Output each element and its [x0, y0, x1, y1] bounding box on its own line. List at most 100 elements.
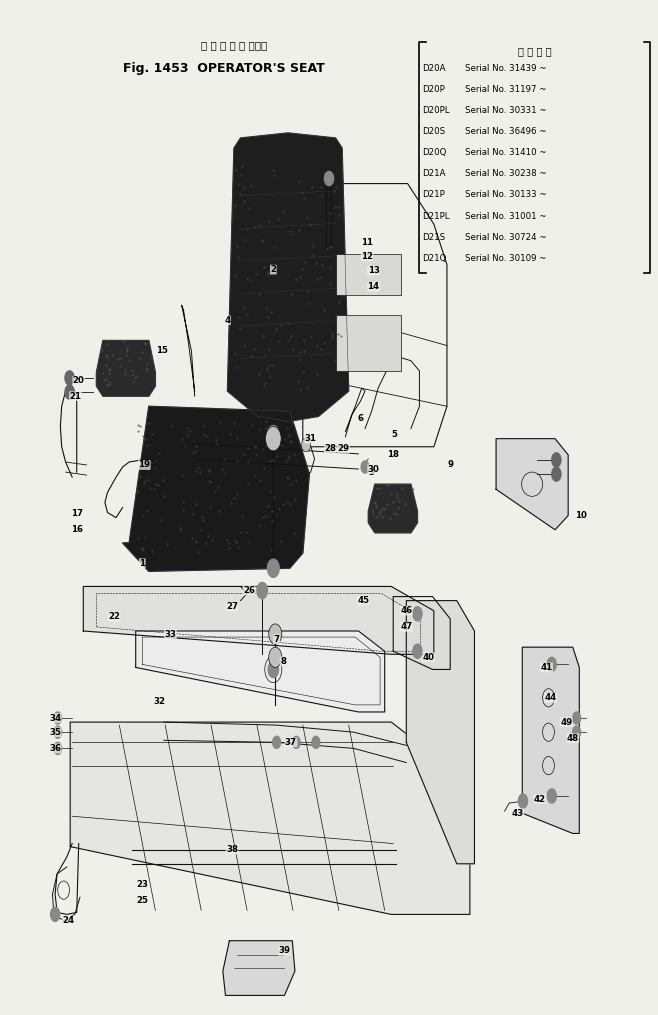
Circle shape: [272, 736, 280, 748]
Polygon shape: [84, 587, 434, 655]
Text: 16: 16: [71, 526, 83, 534]
Text: 7: 7: [274, 634, 280, 644]
Text: D21S: D21S: [422, 232, 445, 242]
Circle shape: [519, 794, 528, 808]
Text: Fig. 1453  OPERATOR'S SEAT: Fig. 1453 OPERATOR'S SEAT: [122, 62, 324, 75]
Text: Serial No. 30331 ~: Serial No. 30331 ~: [465, 107, 547, 116]
Text: D21P: D21P: [422, 191, 445, 200]
Text: 27: 27: [226, 602, 238, 611]
Polygon shape: [496, 438, 568, 530]
Circle shape: [312, 736, 320, 748]
Polygon shape: [228, 133, 349, 421]
Circle shape: [268, 624, 282, 645]
Circle shape: [552, 467, 561, 481]
Text: 20: 20: [73, 377, 85, 386]
Polygon shape: [122, 406, 309, 571]
Circle shape: [413, 607, 422, 621]
Circle shape: [547, 658, 557, 672]
Text: D20Q: D20Q: [422, 148, 446, 157]
Circle shape: [268, 662, 278, 678]
Text: D21A: D21A: [422, 170, 445, 179]
Text: 12: 12: [361, 252, 373, 261]
Text: 43: 43: [512, 809, 524, 818]
Text: オ ペ レ ー タ シート: オ ペ レ ー タ シート: [201, 40, 267, 50]
Text: 44: 44: [544, 693, 557, 702]
Text: 28: 28: [324, 445, 336, 454]
Text: 10: 10: [575, 512, 587, 520]
Circle shape: [268, 648, 282, 668]
Text: 1: 1: [139, 558, 145, 567]
Circle shape: [267, 425, 279, 444]
Text: D20PL: D20PL: [422, 107, 449, 116]
Text: 34: 34: [49, 714, 61, 723]
Text: 37: 37: [285, 738, 297, 747]
Text: 45: 45: [357, 596, 369, 605]
Text: 18: 18: [387, 451, 399, 460]
Text: 25: 25: [136, 896, 148, 904]
Text: D20A: D20A: [422, 64, 445, 73]
Text: 11: 11: [361, 238, 373, 247]
Text: 32: 32: [154, 697, 166, 706]
Text: 4: 4: [224, 316, 230, 325]
Text: 19: 19: [138, 461, 150, 470]
Circle shape: [292, 736, 300, 748]
Text: 49: 49: [560, 718, 572, 727]
Circle shape: [413, 645, 422, 659]
Circle shape: [301, 437, 311, 452]
Text: 21: 21: [70, 392, 82, 401]
Text: 31: 31: [305, 434, 316, 444]
Text: 9: 9: [447, 461, 453, 470]
Text: 14: 14: [367, 282, 380, 291]
Polygon shape: [223, 941, 295, 996]
Text: 41: 41: [540, 663, 553, 672]
Text: 39: 39: [278, 946, 290, 955]
Text: 42: 42: [534, 795, 546, 804]
Polygon shape: [96, 340, 155, 396]
Text: 47: 47: [400, 622, 413, 631]
Circle shape: [65, 370, 74, 385]
Text: 36: 36: [49, 744, 61, 753]
Polygon shape: [368, 484, 417, 533]
Circle shape: [54, 712, 62, 724]
Text: 33: 33: [164, 629, 176, 638]
Text: Serial No. 31197 ~: Serial No. 31197 ~: [465, 85, 547, 94]
Text: D21PL: D21PL: [422, 211, 449, 220]
Text: 38: 38: [226, 845, 238, 855]
Text: Serial No. 30238 ~: Serial No. 30238 ~: [465, 170, 547, 179]
Circle shape: [267, 559, 279, 578]
Text: 26: 26: [243, 586, 255, 595]
Circle shape: [257, 583, 267, 599]
Text: 29: 29: [338, 445, 349, 454]
Polygon shape: [522, 648, 579, 833]
Text: 48: 48: [567, 734, 579, 743]
Text: Serial No. 31001 ~: Serial No. 31001 ~: [465, 211, 547, 220]
Text: Serial No. 30109 ~: Serial No. 30109 ~: [465, 254, 547, 263]
Text: 17: 17: [70, 510, 83, 518]
Circle shape: [54, 726, 62, 738]
Circle shape: [54, 742, 62, 754]
Text: 6: 6: [357, 414, 363, 423]
Text: D21Q: D21Q: [422, 254, 446, 263]
Text: 適 用 号 機: 適 用 号 機: [518, 46, 551, 56]
Circle shape: [324, 172, 334, 186]
Circle shape: [361, 461, 369, 473]
Text: 15: 15: [156, 346, 168, 355]
Circle shape: [65, 385, 74, 399]
Text: 35: 35: [49, 728, 61, 737]
Text: 23: 23: [136, 880, 148, 888]
Bar: [336, 255, 401, 295]
Polygon shape: [70, 722, 470, 915]
Circle shape: [572, 726, 580, 738]
Text: 30: 30: [368, 465, 380, 474]
Polygon shape: [407, 601, 474, 864]
Text: 2: 2: [270, 265, 276, 274]
Polygon shape: [136, 631, 385, 712]
Circle shape: [547, 789, 557, 803]
Text: Serial No. 36496 ~: Serial No. 36496 ~: [465, 127, 547, 136]
Text: 22: 22: [108, 612, 120, 621]
Text: 24: 24: [62, 916, 74, 925]
Bar: [336, 316, 401, 370]
Text: 46: 46: [400, 606, 413, 615]
Circle shape: [265, 426, 281, 451]
Text: Serial No. 30724 ~: Serial No. 30724 ~: [465, 232, 547, 242]
